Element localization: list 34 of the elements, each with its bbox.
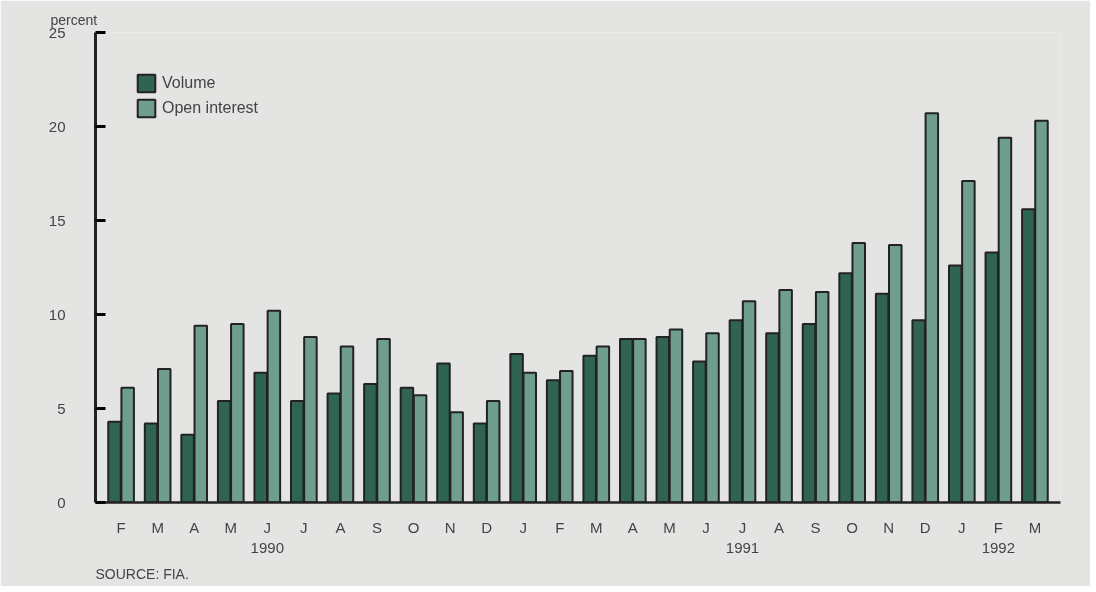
x-tick-label: D	[919, 518, 931, 536]
legend-label: Volume	[162, 74, 216, 92]
x-tick-label: O	[846, 518, 858, 536]
x-tick-label: N	[883, 518, 895, 536]
x-tick-label: A	[335, 518, 346, 536]
y-tick-label: 20	[48, 117, 66, 135]
source-note: SOURCE: FIA.	[95, 565, 189, 582]
y-tick-label: 15	[48, 211, 66, 229]
x-tick-label: J	[702, 518, 710, 536]
y-tick-label: 5	[57, 399, 66, 417]
x-tick-label: M	[224, 518, 237, 536]
x-tick-label: J 1990	[250, 518, 284, 556]
y-tick-label: 10	[48, 305, 66, 323]
x-tick-label: O	[407, 518, 420, 536]
x-tick-label: J 1991	[725, 518, 760, 556]
x-tick-label: M	[1028, 518, 1042, 536]
legend-label: Open interest	[162, 99, 259, 117]
x-tick-label: D	[481, 518, 493, 536]
y-tick-label: 0	[57, 493, 66, 511]
x-tick-label: M	[663, 518, 676, 536]
x-tick-label: A	[774, 518, 785, 536]
x-tick-label: A	[627, 518, 638, 536]
x-tick-label: S	[810, 518, 821, 536]
x-tick-label: F	[116, 518, 126, 536]
x-tick-label: N	[444, 518, 456, 536]
x-tick-label: M	[151, 518, 164, 536]
x-tick-label: F	[555, 518, 565, 536]
x-tick-label: F 1992	[981, 518, 1016, 556]
x-tick-label: J	[519, 518, 527, 536]
x-tick-label: J	[300, 518, 308, 536]
x-tick-label: M	[590, 518, 603, 536]
x-tick-label: S	[371, 518, 382, 536]
x-tick-label: J	[958, 518, 966, 536]
x-tick-label: A	[189, 518, 200, 536]
